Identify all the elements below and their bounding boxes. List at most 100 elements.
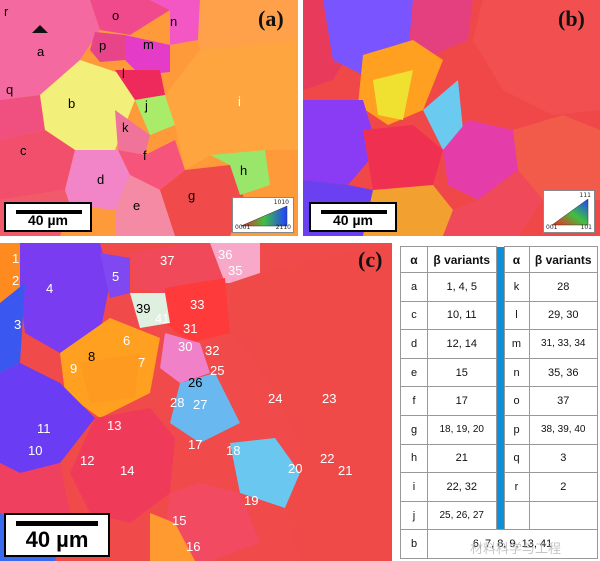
alpha-cell: b [400, 529, 428, 559]
beta-cell: 12, 14 [427, 329, 497, 359]
grain-label-41: 41 [155, 311, 169, 326]
grain-label-16: 16 [186, 539, 200, 554]
beta-cell [528, 500, 598, 531]
ipf-triangle-icon [551, 198, 589, 226]
table-row: e 15 n 35, 36 [400, 357, 598, 388]
alpha-cell: c [400, 300, 428, 331]
grain-label-30: 30 [178, 339, 192, 354]
alpha-cell: p [503, 414, 530, 445]
panel-b-map [303, 0, 600, 236]
ipf-triangle-icon [240, 205, 288, 227]
grain-label-m: m [143, 37, 154, 52]
alpha-cell: m [503, 329, 530, 359]
beta-cell: 15 [427, 357, 497, 388]
alpha-cell: n [503, 357, 530, 388]
grain-label-10: 10 [28, 443, 42, 458]
beta-cell: 2 [528, 472, 598, 502]
panel-b-scale-bar: 40 µm [309, 202, 397, 232]
panel-c-scale-bar: 40 µm [4, 513, 110, 557]
alpha-cell: i [400, 472, 428, 502]
table-divider [495, 415, 505, 445]
alpha-cell: f [400, 386, 428, 416]
alpha-cell: a [400, 272, 428, 302]
table-divider [495, 272, 505, 302]
grain-label-o: o [112, 8, 119, 23]
grain-label-27: 27 [193, 397, 207, 412]
grain-label-22: 22 [320, 451, 334, 466]
panel-c-label: (c) [358, 247, 383, 272]
grain-label-p: p [99, 38, 106, 53]
grain-label-26: 26 [188, 375, 202, 390]
beta-cell: 38, 39, 40 [528, 414, 598, 445]
table-divider [495, 444, 505, 473]
table-divider [495, 301, 505, 330]
table-divider [495, 472, 505, 502]
panel-a-scale-text: 40 µm [28, 212, 68, 228]
beta-cell: 3 [528, 443, 598, 474]
grain-label-n: n [170, 14, 177, 29]
grain-label-4: 4 [46, 281, 53, 296]
grain-label-37: 37 [160, 253, 174, 268]
alpha-cell: k [503, 272, 530, 302]
grain-label-q: q [6, 82, 13, 97]
grain-label-r: r [4, 4, 9, 19]
grain-label-7: 7 [138, 355, 145, 370]
table-divider [495, 329, 505, 359]
alpha-cell: q [503, 443, 530, 474]
grain-label-g: g [188, 188, 195, 203]
panel-c: 1 2 3 4 5 37 36 35 33 39 6 41 31 30 32 8… [0, 243, 392, 561]
alpha-cell: r [503, 472, 530, 502]
table-divider [495, 386, 505, 416]
header-alpha-left: α [400, 246, 428, 273]
grain-label-17: 17 [188, 437, 202, 452]
beta-cell: 17 [427, 386, 497, 416]
panel-b-ipf-legend: 111 001 101 [543, 190, 595, 233]
table-row: g 18, 19, 20 p 38, 39, 40 [400, 414, 598, 445]
grain-label-25: 25 [210, 363, 224, 378]
alpha-cell: e [400, 357, 428, 388]
panel-b: (b) 40 µm 111 001 101 [303, 0, 600, 236]
grain-label-32: 32 [205, 343, 219, 358]
grain-label-23: 23 [322, 391, 336, 406]
panel-c-scale-line [16, 521, 98, 526]
beta-cell: 31, 33, 34 [528, 329, 598, 359]
alpha-cell: g [400, 414, 428, 445]
grain-label-3: 3 [14, 317, 21, 332]
alpha-cell: h [400, 443, 428, 474]
grain-label-19: 19 [244, 493, 258, 508]
grain-label-33: 33 [190, 297, 204, 312]
grain-label-8: 8 [88, 349, 95, 364]
table-header-row: α β variants α β variants [400, 246, 598, 273]
watermark: 材料科学与工程 [470, 542, 562, 557]
beta-cell: 35, 36 [528, 357, 598, 388]
panel-a-label: (a) [258, 6, 284, 31]
grain-label-12: 12 [80, 453, 94, 468]
panel-a-scale-line [16, 210, 82, 214]
panel-a-scale-bar: 40 µm [4, 202, 92, 232]
grain-label-11: 11 [37, 421, 51, 436]
grain-label-28: 28 [170, 395, 184, 410]
beta-cell: 6, 7, 8, 9, 13, 41 [427, 529, 598, 559]
table-row: h 21 q 3 [400, 443, 598, 474]
table-divider [495, 501, 505, 530]
beta-cell: 1, 4, 5 [427, 272, 497, 302]
grain-label-5: 5 [112, 269, 119, 284]
beta-cell: 22, 32 [427, 472, 497, 502]
panel-b-scale-text: 40 µm [333, 212, 373, 228]
beta-cell: 18, 19, 20 [427, 414, 497, 445]
panel-b-legend-top: 111 [579, 192, 591, 199]
panel-b-legend-right: 101 [580, 224, 592, 231]
grain-label-h: h [240, 163, 247, 178]
panel-a: r o n a p m q b l j i k c f d h e g (a) … [0, 0, 298, 236]
grain-label-c: c [20, 143, 27, 158]
grain-label-9: 9 [70, 361, 77, 376]
alpha-cell [503, 500, 530, 531]
grain-label-39: 39 [136, 301, 150, 316]
grain-label-14: 14 [120, 463, 134, 478]
grain-label-i: i [238, 94, 241, 109]
panel-a-ipf-legend: 1010 0001 2110 [232, 197, 294, 233]
panel-b-label: (b) [558, 6, 585, 31]
table-row: f 17 o 37 [400, 386, 598, 416]
header-beta-left: β variants [427, 246, 497, 273]
beta-cell: 21 [427, 443, 497, 474]
